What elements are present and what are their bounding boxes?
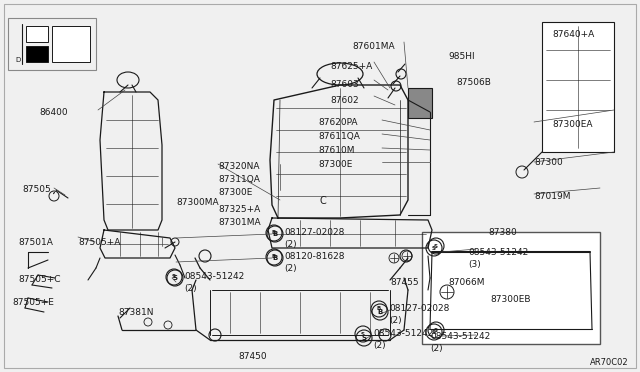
Text: S: S — [361, 331, 365, 337]
Text: 87381N: 87381N — [118, 308, 154, 317]
Text: B: B — [272, 254, 276, 260]
Text: 87019M: 87019M — [534, 192, 570, 201]
Text: 87300EB: 87300EB — [490, 295, 531, 304]
Text: 87625+A: 87625+A — [330, 62, 372, 71]
Text: (2): (2) — [389, 316, 402, 325]
Text: S: S — [172, 275, 176, 279]
Text: 87300: 87300 — [534, 158, 563, 167]
Text: 87620PA: 87620PA — [318, 118, 358, 127]
Text: 985HI: 985HI — [448, 52, 475, 61]
Text: 87505: 87505 — [22, 185, 51, 194]
Bar — [26, 46, 48, 62]
Bar — [52, 26, 90, 62]
Text: 87506B: 87506B — [456, 78, 491, 87]
Text: 87311QA: 87311QA — [218, 175, 260, 184]
Text: 87501A: 87501A — [18, 238, 53, 247]
Text: S: S — [173, 275, 177, 281]
Text: S: S — [432, 330, 436, 334]
Bar — [408, 88, 432, 118]
Text: B: B — [377, 307, 381, 311]
Text: 87320NA: 87320NA — [218, 162, 259, 171]
Text: 08127-02028: 08127-02028 — [284, 228, 344, 237]
Ellipse shape — [317, 63, 363, 85]
Text: 87301MA: 87301MA — [218, 218, 260, 227]
Text: 08543-51242: 08543-51242 — [373, 329, 433, 338]
Text: 87300MA: 87300MA — [176, 198, 219, 207]
Text: 87455: 87455 — [390, 278, 419, 287]
Text: D: D — [15, 57, 20, 63]
Text: 87505+A: 87505+A — [78, 238, 120, 247]
Bar — [542, 22, 614, 152]
Text: (2): (2) — [184, 284, 196, 293]
Text: 87450: 87450 — [238, 352, 267, 361]
Text: 87610M: 87610M — [318, 146, 355, 155]
Text: B: B — [378, 309, 383, 315]
Text: 87602: 87602 — [330, 96, 358, 105]
Text: 87380: 87380 — [488, 228, 516, 237]
Bar — [422, 232, 600, 344]
Text: (2): (2) — [373, 341, 386, 350]
Text: B: B — [273, 255, 278, 261]
Text: 86400: 86400 — [40, 108, 68, 117]
Text: AR70C02: AR70C02 — [590, 358, 628, 367]
Text: 87300E: 87300E — [218, 188, 252, 197]
Text: 08543-51242: 08543-51242 — [468, 248, 528, 257]
Text: 87611QA: 87611QA — [318, 132, 360, 141]
Text: S: S — [432, 246, 436, 250]
Text: C: C — [319, 196, 326, 206]
Text: S: S — [434, 327, 438, 333]
Text: S: S — [434, 244, 438, 248]
Text: 87505+C: 87505+C — [18, 275, 61, 284]
Text: B: B — [272, 231, 276, 235]
Text: S: S — [362, 335, 367, 341]
Ellipse shape — [117, 72, 139, 88]
Text: 87066M: 87066M — [448, 278, 484, 287]
Text: 87601MA: 87601MA — [352, 42, 395, 51]
Bar — [26, 26, 48, 42]
Text: 87603: 87603 — [330, 80, 359, 89]
Text: 87325+A: 87325+A — [218, 205, 260, 214]
Text: 87300EA: 87300EA — [552, 120, 593, 129]
Text: 08127-02028: 08127-02028 — [389, 304, 449, 313]
Text: (3): (3) — [468, 260, 481, 269]
Text: 08543-51242: 08543-51242 — [184, 272, 244, 281]
Text: B: B — [273, 231, 278, 237]
Text: 08543-51242: 08543-51242 — [430, 332, 490, 341]
Text: 87505+E: 87505+E — [12, 298, 54, 307]
Text: 08120-81628: 08120-81628 — [284, 252, 344, 261]
Bar — [8, 18, 96, 70]
Text: (2): (2) — [284, 240, 296, 249]
Text: 87640+A: 87640+A — [552, 30, 595, 39]
Text: (2): (2) — [284, 264, 296, 273]
Text: (2): (2) — [430, 344, 443, 353]
Text: 87300E: 87300E — [318, 160, 353, 169]
